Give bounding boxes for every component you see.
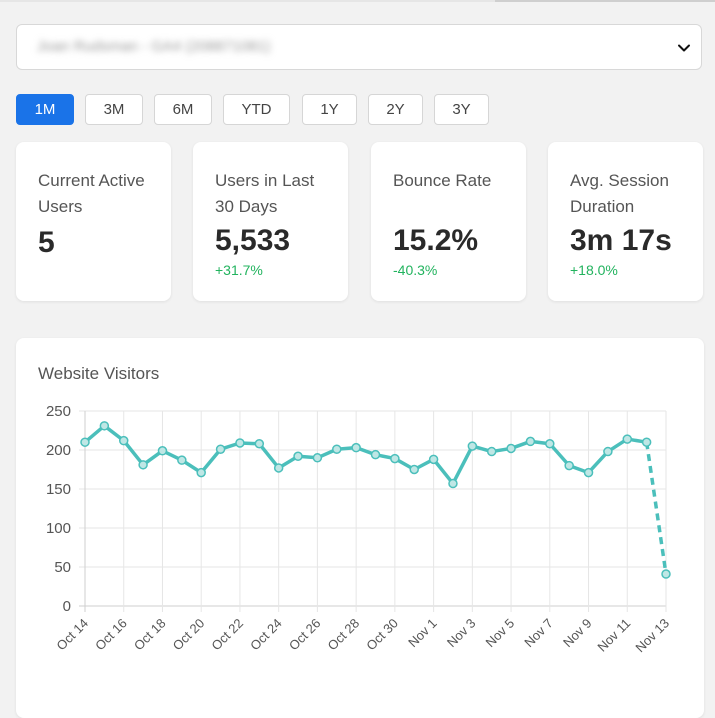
data-point	[118, 435, 129, 446]
data-point	[603, 446, 613, 457]
data-point	[177, 455, 187, 465]
data-point	[235, 438, 245, 448]
data-point	[99, 421, 110, 431]
x-tick-label: Nov 3	[444, 616, 479, 651]
data-point	[448, 478, 458, 489]
website-visitors-chart-card: Website Visitors 0 50 100 150 200 250 Oct 14 Oc…	[16, 338, 704, 718]
card-change: -40.3%	[393, 262, 438, 278]
x-tick-label: Nov 9	[560, 616, 595, 651]
data-point	[486, 446, 497, 457]
range-3m-button[interactable]: 3M	[85, 94, 143, 125]
y-tick-label: 250	[46, 403, 71, 420]
data-point	[80, 437, 90, 447]
data-point	[390, 453, 400, 464]
data-point	[332, 444, 342, 454]
avg-session-duration-card: Avg. Session Duration 3m 17s +18.0%	[548, 142, 703, 301]
data-point	[545, 439, 555, 449]
range-6m-button[interactable]: 6M	[154, 94, 212, 125]
data-point	[525, 436, 536, 447]
card-value: 15.2%	[393, 224, 479, 257]
series-line-visitors	[83, 424, 647, 486]
y-tick-label: 200	[46, 442, 71, 459]
x-tick-label: Nov 7	[521, 616, 556, 651]
x-tick-label: Nov 11	[594, 616, 633, 655]
range-3y-button[interactable]: 3Y	[434, 94, 489, 125]
card-value: 5	[38, 226, 55, 259]
chevron-down-icon	[678, 44, 690, 52]
data-point	[312, 453, 323, 463]
data-point	[564, 460, 574, 471]
data-point	[661, 569, 671, 579]
range-1y-button[interactable]: 1Y	[302, 94, 357, 125]
x-tick-label: Oct 28	[325, 616, 363, 654]
data-point	[273, 463, 284, 473]
x-tick-label: Oct 30	[363, 616, 401, 654]
range-1m-button[interactable]: 1M	[16, 94, 74, 125]
data-point	[428, 454, 439, 465]
x-tick-label: Oct 14	[53, 616, 91, 654]
card-label: Current Active Users	[38, 171, 145, 216]
data-point	[370, 449, 381, 460]
x-tick-label: Nov 1	[405, 616, 440, 651]
x-tick-label: Oct 24	[247, 616, 285, 654]
y-tick-label: 100	[46, 520, 71, 537]
data-point	[351, 442, 361, 453]
x-tick-label: Nov 13	[632, 616, 672, 656]
data-point	[138, 460, 148, 470]
card-value: 3m 17s	[570, 224, 672, 257]
card-label: Avg. Session Duration	[570, 171, 669, 216]
top-divider	[0, 0, 715, 2]
chart-title: Website Visitors	[38, 364, 160, 383]
y-tick-label: 0	[63, 598, 71, 615]
data-point	[467, 441, 478, 451]
data-point	[157, 446, 168, 456]
series-line-visitors-dashed	[644, 441, 668, 575]
data-point	[196, 467, 206, 478]
property-select-value: Joan Rudsman - GA4 (208871081)	[37, 38, 271, 55]
data-point	[409, 464, 419, 475]
x-tick-label: Nov 5	[483, 616, 518, 651]
data-point	[254, 439, 265, 449]
data-point	[506, 443, 516, 454]
x-tick-label: Oct 20	[170, 616, 208, 654]
property-select[interactable]: Joan Rudsman - GA4 (208871081)	[16, 24, 702, 70]
data-point	[293, 451, 303, 461]
data-point	[215, 444, 226, 454]
card-change: +18.0%	[570, 262, 618, 278]
card-label: Bounce Rate	[393, 171, 492, 190]
x-tick-label: Oct 16	[92, 616, 130, 654]
current-active-users-card: Current Active Users 5	[16, 142, 171, 301]
x-tick-label: Oct 18	[131, 616, 169, 654]
card-change: +31.7%	[215, 262, 263, 278]
data-point	[622, 434, 633, 444]
card-value: 5,533	[215, 224, 291, 257]
bounce-rate-card: Bounce Rate 15.2% -40.3%	[371, 142, 526, 301]
data-point	[641, 437, 652, 447]
range-2y-button[interactable]: 2Y	[368, 94, 423, 125]
range-ytd-button[interactable]: YTD	[223, 94, 290, 125]
y-tick-label: 150	[46, 481, 71, 498]
x-tick-label: Oct 26	[286, 616, 324, 654]
card-label: Users in Last 30 Days	[215, 171, 315, 216]
x-tick-label: Oct 22	[208, 616, 246, 654]
users-last-30-days-card: Users in Last 30 Days 5,533 +31.7%	[193, 142, 348, 301]
data-point	[583, 467, 594, 478]
y-tick-label: 50	[54, 559, 71, 576]
